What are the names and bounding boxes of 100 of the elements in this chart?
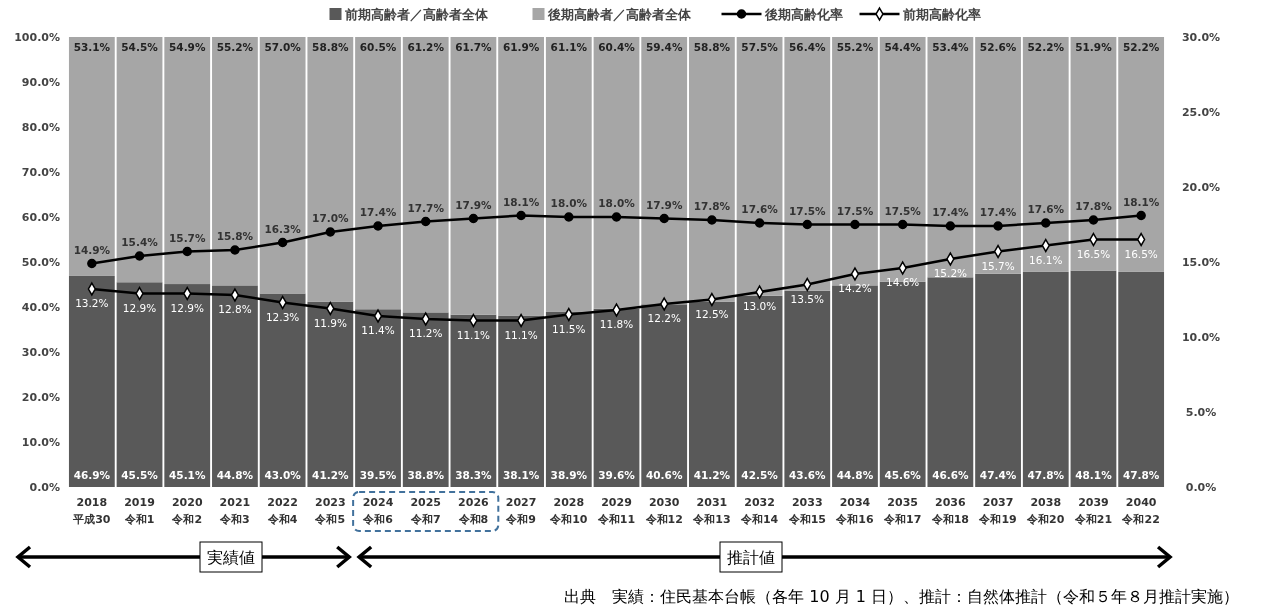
data-label: 54.4% <box>884 41 922 53</box>
data-label: 17.4% <box>979 206 1017 218</box>
bar <box>1022 37 1069 272</box>
data-label: 61.2% <box>407 41 445 53</box>
bar <box>641 37 688 305</box>
bar <box>832 37 878 286</box>
bar <box>355 309 401 487</box>
x-tick-label: 2040 令和22 <box>1121 496 1160 526</box>
data-label: 17.8% <box>1075 200 1113 212</box>
x-tick-label: 2018 平成30 <box>72 496 111 526</box>
data-label: 17.7% <box>407 201 445 214</box>
bar <box>164 284 211 487</box>
point <box>897 219 908 230</box>
x-tick-label: 2038 令和20 <box>1026 496 1065 526</box>
data-label: 61.1% <box>550 41 588 53</box>
data-label: 38.3% <box>455 469 493 481</box>
x-tick-label: 2030 令和12 <box>644 496 683 526</box>
data-label: 53.4% <box>932 41 970 53</box>
point <box>134 251 145 261</box>
point <box>850 219 860 230</box>
data-label: 17.4% <box>932 206 970 218</box>
data-label: 12.9% <box>122 301 157 314</box>
data-label: 58.8% <box>693 41 731 53</box>
x-tick-label: 2022 令和4 <box>266 496 298 526</box>
x-tick-label: 2037 令和19 <box>978 496 1017 526</box>
text: 推計値 <box>727 548 775 567</box>
x-tick-label: 2028 令和10 <box>549 496 588 526</box>
data-label: 11.2% <box>409 327 443 339</box>
bar <box>1118 271 1165 487</box>
bar <box>784 290 831 487</box>
bar <box>450 37 497 315</box>
point <box>707 215 717 225</box>
bar <box>593 37 640 309</box>
data-label: 42.5% <box>741 469 779 481</box>
y2-tick-label: 0.0% <box>1185 481 1217 494</box>
y-tick-label: 40.0% <box>21 301 60 314</box>
y-tick-label: 30.0% <box>21 346 60 359</box>
data-label: 47.8% <box>1027 469 1065 481</box>
data-label: 18.1% <box>502 195 540 208</box>
x-tick-label: 2034 令和16 <box>835 496 874 526</box>
data-label: 13.5% <box>790 292 824 305</box>
text: 実績値 <box>207 548 255 567</box>
point <box>802 219 813 230</box>
bar <box>593 308 640 487</box>
bar <box>68 37 115 276</box>
data-label: 15.2% <box>933 267 968 279</box>
data-label: 52.2% <box>1122 41 1160 53</box>
data-label: 38.8% <box>407 469 445 481</box>
point <box>1088 215 1099 225</box>
data-label: 39.5% <box>359 469 397 481</box>
data-label: 55.2% <box>836 41 874 53</box>
point <box>373 309 383 323</box>
bar <box>164 37 211 285</box>
data-label: 18.1% <box>1122 195 1160 208</box>
bar <box>975 37 1021 274</box>
bar <box>545 37 592 312</box>
y-tick-label: 20.0% <box>21 391 60 404</box>
bar <box>832 285 878 487</box>
data-label: 12.2% <box>647 312 681 324</box>
bar <box>212 285 258 487</box>
data-label: 41.2% <box>312 469 350 481</box>
x-tick-label: 2029 令和11 <box>596 496 636 526</box>
x-tick-label: 2032 令和14 <box>739 496 779 526</box>
bar <box>402 37 449 313</box>
bar <box>689 301 735 487</box>
bar <box>545 311 592 487</box>
x-tick-label: 2031 令和13 <box>692 496 731 526</box>
bar <box>68 275 115 487</box>
point <box>230 288 240 302</box>
data-label: 57.0% <box>264 41 302 53</box>
data-label: 17.8% <box>693 200 731 212</box>
data-label: 53.1% <box>73 41 111 53</box>
data-label: 52.2% <box>1027 41 1065 53</box>
point <box>516 210 526 221</box>
data-label: 11.5% <box>552 322 586 335</box>
data-label: 13.0% <box>742 300 777 312</box>
point <box>1041 218 1051 228</box>
data-label: 17.0% <box>312 212 350 224</box>
y-tick-label: 60.0% <box>21 211 60 224</box>
data-label: 45.1% <box>169 469 206 481</box>
data-label: 56.4% <box>789 41 826 53</box>
y-tick-label: 80.0% <box>21 121 60 134</box>
x-tick-label: 2025 令和7 <box>409 496 442 526</box>
data-label: 12.5% <box>695 307 729 320</box>
y2-tick-label: 25.0% <box>1181 106 1221 119</box>
y-tick-label: 10.0% <box>21 436 60 449</box>
point <box>1136 210 1146 221</box>
point <box>420 216 431 227</box>
x-tick-label: 2026 令和8 <box>457 496 490 526</box>
data-label: 51.9% <box>1075 41 1113 53</box>
data-label: 11.8% <box>599 318 634 330</box>
data-label: 47.4% <box>979 469 1017 481</box>
bar <box>212 37 258 286</box>
data-label: 14.2% <box>838 282 872 294</box>
y-tick-label: 90.0% <box>21 76 60 89</box>
bar <box>116 37 163 283</box>
data-label: 15.7% <box>981 259 1015 272</box>
y-tick-label: 50.0% <box>21 256 60 269</box>
data-label: 40.6% <box>645 469 683 481</box>
x-tick-label: 2024 令和6 <box>362 496 394 526</box>
